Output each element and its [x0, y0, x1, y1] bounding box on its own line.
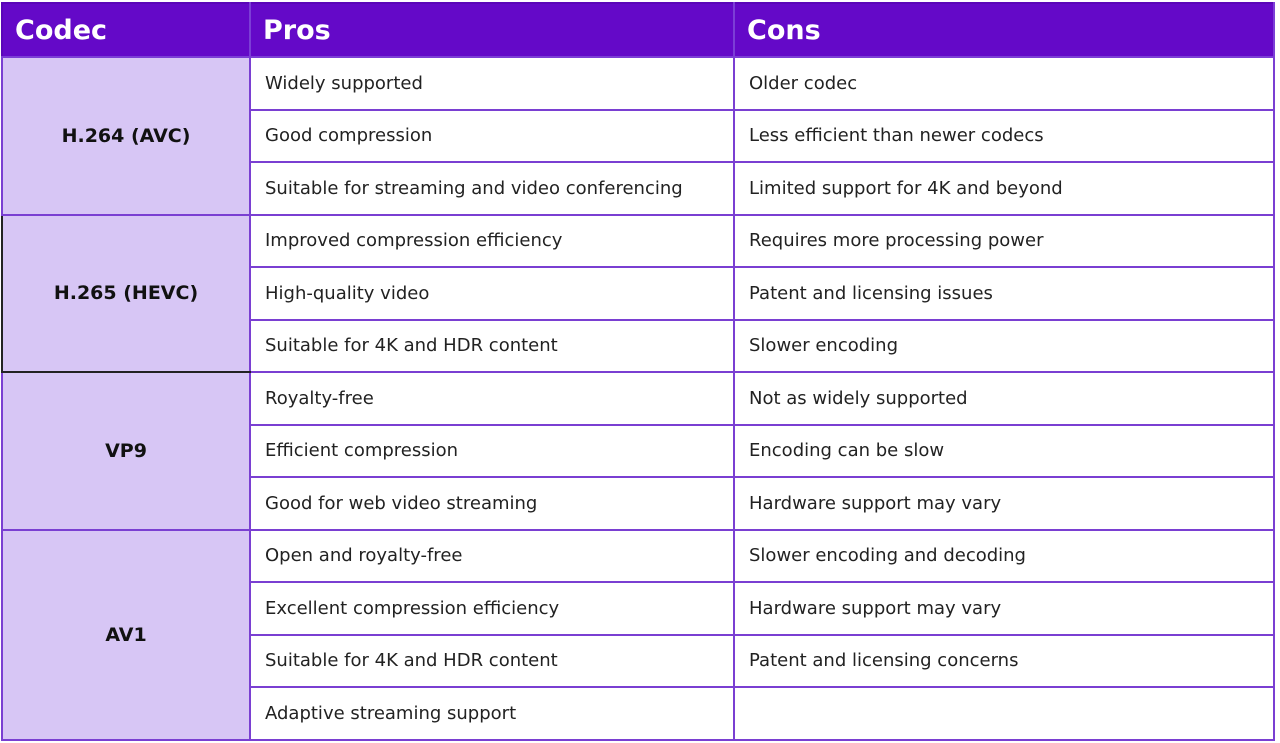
pro-cell: Excellent compression efficiency [249, 581, 735, 636]
pro-cell: Suitable for streaming and video confere… [249, 161, 735, 216]
codec-group-vp9: VP9 Royalty-free Not as widely supported… [1, 371, 1275, 531]
codec-group-h265: H.265 (HEVC) Improved compression effici… [1, 213, 1275, 373]
header-codec: Codec [1, 2, 251, 58]
con-cell: Encoding can be slow [733, 423, 1275, 478]
table-row: Good compression Less efficient than new… [2, 108, 1275, 163]
pro-cell: Good compression [249, 108, 735, 163]
table-row: Good for web video streaming Hardware su… [2, 476, 1275, 531]
table-row: Suitable for 4K and HDR content Slower e… [2, 318, 1275, 373]
table-row: Suitable for streaming and video confere… [2, 161, 1275, 216]
pro-cell: Widely supported [249, 56, 735, 111]
pro-cell: Royalty-free [249, 371, 735, 426]
con-cell: Requires more processing power [733, 213, 1275, 268]
codec-name-cell: VP9 [1, 371, 251, 531]
table-row: H.265 (HEVC) Improved compression effici… [1, 213, 1275, 373]
codec-group-h264: H.264 (AVC) Widely supported Older codec… [1, 56, 1275, 216]
con-cell: Slower encoding [733, 318, 1275, 373]
table-row: AV1 Open and royalty-free Slower encodin… [1, 528, 1275, 741]
codec-group-av1: AV1 Open and royalty-free Slower encodin… [1, 528, 1275, 741]
con-cell: Hardware support may vary [733, 581, 1275, 636]
pro-cell: Open and royalty-free [249, 528, 735, 583]
con-cell: Patent and licensing issues [733, 266, 1275, 321]
pro-cell: Suitable for 4K and HDR content [249, 633, 735, 688]
header-pros: Pros [249, 2, 735, 58]
header-row: Codec Pros Cons [1, 2, 1275, 58]
table-row: Excellent compression efficiency Hardwar… [2, 581, 1275, 636]
con-cell: Patent and licensing concerns [733, 633, 1275, 688]
con-cell: Hardware support may vary [733, 476, 1275, 531]
pro-cell: Improved compression efficiency [249, 213, 735, 268]
con-cell: Older codec [733, 56, 1275, 111]
pro-cell: Efficient compression [249, 423, 735, 478]
table-row: Suitable for 4K and HDR content Patent a… [2, 633, 1275, 688]
codec-name-cell: H.264 (AVC) [1, 56, 251, 216]
con-cell: Slower encoding and decoding [733, 528, 1275, 583]
table-header: Codec Pros Cons [1, 2, 1275, 58]
codec-name-cell: H.265 (HEVC) [1, 213, 251, 373]
table-row: H.264 (AVC) Widely supported Older codec [1, 56, 1275, 216]
pro-cell: High-quality video [249, 266, 735, 321]
con-cell: Not as widely supported [733, 371, 1275, 426]
con-cell: Limited support for 4K and beyond [733, 161, 1275, 216]
table-row: VP9 Royalty-free Not as widely supported [1, 371, 1275, 531]
pro-cell: Suitable for 4K and HDR content [249, 318, 735, 373]
con-cell-empty [733, 686, 1275, 741]
table-row: Efficient compression Encoding can be sl… [2, 423, 1275, 478]
con-cell: Less efficient than newer codecs [733, 108, 1275, 163]
table-row: High-quality video Patent and licensing … [2, 266, 1275, 321]
pro-cell: Good for web video streaming [249, 476, 735, 531]
pro-cell: Adaptive streaming support [249, 686, 735, 741]
table-row: Adaptive streaming support [2, 686, 1275, 741]
header-cons: Cons [733, 2, 1275, 58]
codec-name-cell: AV1 [1, 528, 251, 741]
